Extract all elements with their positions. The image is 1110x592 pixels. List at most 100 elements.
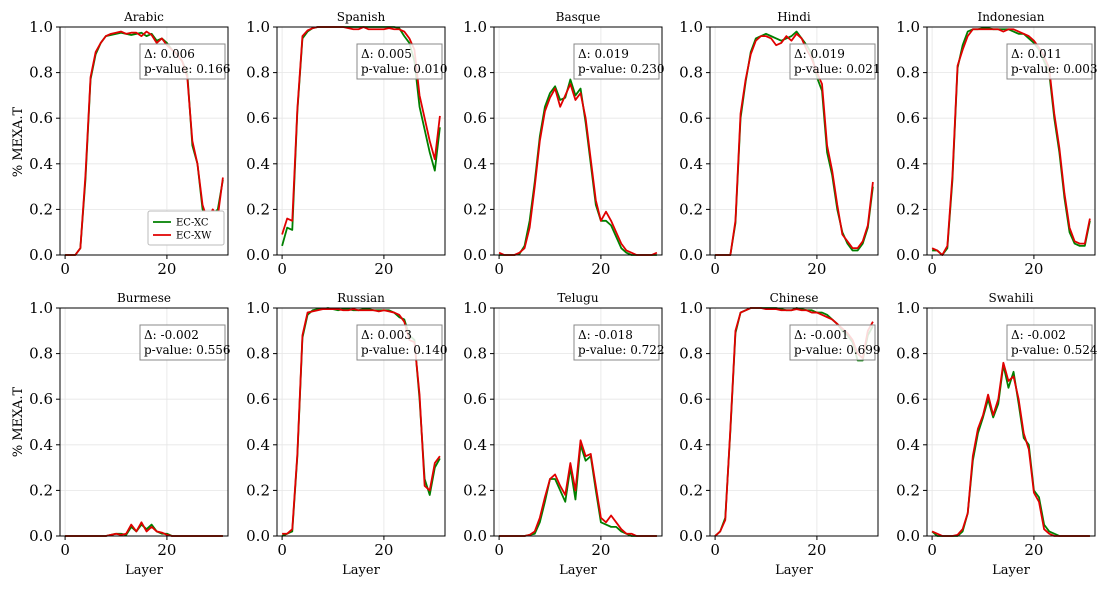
panel-title: Indonesian	[977, 10, 1044, 24]
y-tick-label: 0.6	[29, 390, 53, 408]
y-tick-label: 0.8	[679, 64, 703, 82]
delta-annotation: Δ: 0.011	[1011, 47, 1062, 61]
y-tick-label: 0.6	[463, 109, 487, 127]
y-tick-label: 0.4	[463, 155, 487, 173]
axes-frame	[709, 307, 879, 537]
p-value-annotation: p-value: 0.003	[1011, 62, 1098, 76]
x-axis-label: Layer	[775, 563, 813, 578]
delta-annotation: Δ: 0.019	[578, 47, 629, 61]
x-axis-label: Layer	[559, 563, 597, 578]
y-tick-label: 0.6	[29, 109, 53, 127]
y-tick-label: 0.4	[896, 436, 920, 454]
delta-annotation: Δ: -0.018	[578, 328, 633, 342]
legend-box	[147, 210, 225, 246]
x-axis-label: Layer	[125, 563, 163, 578]
y-tick-label: 0.8	[29, 345, 53, 363]
stats-annotation-box	[573, 43, 660, 80]
y-tick-label: 0.8	[29, 64, 53, 82]
axes-frame	[926, 307, 1096, 537]
y-tick-label: 0.2	[29, 481, 53, 499]
chart-panel-arabic: 0.0 0.2 0.4 0.6 0.8 1.0 0 20 Arabic Δ: 0.006p-val…	[29, 10, 230, 278]
y-tick-label: 1.0	[679, 299, 703, 317]
axes-frame	[493, 307, 663, 537]
panel-title: Swahili	[989, 291, 1034, 305]
x-tick-label: 0	[927, 541, 937, 559]
y-tick-label: 0.0	[896, 527, 920, 545]
chart-panel-telugu: 0.0 0.2 0.4 0.6 0.8 1.0 0 20 Telugu Layer Δ: -0.01…	[463, 291, 664, 578]
y-tick-label: 0.2	[29, 200, 53, 218]
axes-frame	[926, 26, 1096, 256]
p-value-annotation: p-value: 0.010	[361, 62, 448, 76]
p-value-annotation: p-value: 0.524	[1011, 343, 1098, 357]
y-tick-label: 0.6	[679, 109, 703, 127]
y-tick-label: 0.4	[29, 436, 53, 454]
series-line-ec-xw	[498, 83, 658, 256]
y-tick-label: 0.0	[896, 246, 920, 264]
panel-title: Chinese	[770, 291, 819, 305]
y-tick-label: 1.0	[463, 18, 487, 36]
y-tick-label: 0.8	[463, 345, 487, 363]
y-tick-label: 0.6	[896, 109, 920, 127]
y-tick-label: 0.6	[246, 109, 270, 127]
series-line-ec-xw	[931, 361, 1090, 537]
panel-title: Arabic	[123, 10, 164, 24]
x-axis-label: Layer	[992, 563, 1030, 578]
y-tick-label: 0.0	[463, 246, 487, 264]
x-tick-label: 0	[60, 260, 70, 278]
panel-title: Spanish	[337, 10, 386, 24]
delta-annotation: Δ: -0.002	[1011, 328, 1066, 342]
y-tick-label: 0.8	[463, 64, 487, 82]
series-line-ec-xw	[65, 30, 224, 256]
y-tick-label: 0.8	[246, 64, 270, 82]
y-tick-label: 1.0	[896, 299, 920, 317]
delta-annotation: Δ: -0.002	[144, 328, 199, 342]
p-value-annotation: p-value: 0.699	[794, 343, 881, 357]
y-tick-label: 0.4	[679, 436, 703, 454]
y-tick-label: 0.6	[896, 390, 920, 408]
chart-panel-spanish: 0.0 0.2 0.4 0.6 0.8 1.0 0 20 Spanish Δ: 0.005p-va…	[246, 10, 447, 278]
chart-panel-indonesian: 0.0 0.2 0.4 0.6 0.8 1.0 0 20 Indonesian Δ: 0.011p…	[896, 10, 1097, 278]
stats-annotation-box	[356, 43, 443, 80]
series-line-ec-xw	[931, 28, 1091, 256]
y-tick-label: 0.2	[896, 481, 920, 499]
stats-annotation-box	[356, 324, 443, 361]
x-tick-label: 0	[927, 260, 937, 278]
axes-frame	[709, 26, 879, 256]
y-tick-label: 0.4	[29, 155, 53, 173]
y-tick-label: 1.0	[29, 18, 53, 36]
p-value-annotation: p-value: 0.021	[794, 62, 881, 76]
stats-annotation-box	[789, 324, 876, 361]
p-value-annotation: p-value: 0.722	[578, 343, 665, 357]
x-tick-label: 20	[1024, 541, 1043, 559]
stats-annotation-box	[1006, 43, 1093, 80]
p-value-annotation: p-value: 0.230	[578, 62, 665, 76]
x-tick-label: 20	[1024, 260, 1043, 278]
delta-annotation: Δ: 0.019	[794, 47, 845, 61]
y-tick-label: 0.0	[246, 246, 270, 264]
p-value-annotation: p-value: 0.166	[144, 62, 231, 76]
panel-title: Hindi	[777, 10, 811, 24]
stats-annotation-box	[1006, 324, 1093, 361]
x-tick-label: 0	[277, 541, 287, 559]
y-tick-label: 0.8	[679, 345, 703, 363]
x-axis-label: Layer	[342, 563, 380, 578]
y-tick-label: 0.0	[679, 527, 703, 545]
x-tick-label: 20	[591, 260, 610, 278]
y-tick-label: 0.2	[463, 200, 487, 218]
axes-frame	[59, 307, 229, 537]
series-line-ec-xc	[931, 364, 1090, 537]
x-tick-label: 20	[157, 260, 176, 278]
x-tick-label: 0	[710, 260, 720, 278]
y-tick-label: 0.6	[246, 390, 270, 408]
y-tick-label: 0.2	[896, 200, 920, 218]
y-axis-label-top: % MEXA.T	[11, 107, 26, 178]
x-tick-label: 0	[277, 260, 287, 278]
y-tick-label: 0.6	[679, 390, 703, 408]
delta-annotation: Δ: 0.006	[144, 47, 195, 61]
series-line-ec-xw	[715, 32, 874, 256]
y-tick-label: 0.0	[246, 527, 270, 545]
series-line-ec-xc	[499, 78, 657, 256]
y-tick-label: 0.6	[463, 390, 487, 408]
panel-title: Russian	[337, 291, 385, 305]
